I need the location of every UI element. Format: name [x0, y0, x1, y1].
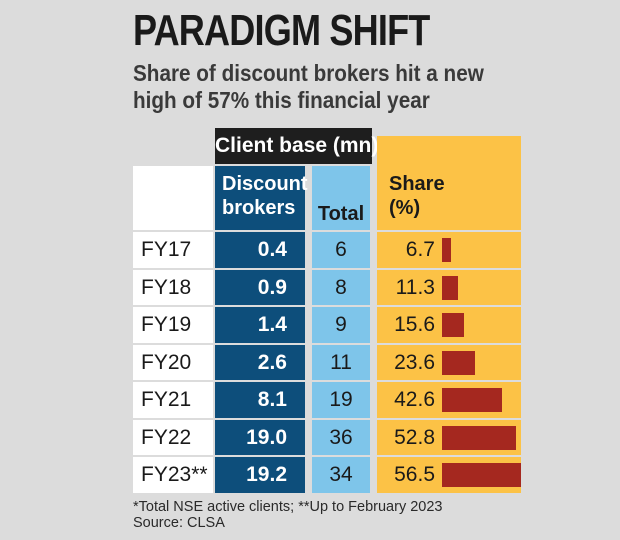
- total-value: 19: [329, 388, 353, 411]
- table-row: FY22 19.0 36 52.8: [133, 420, 521, 456]
- share-value: 11.3: [395, 275, 435, 299]
- total-value: 6: [335, 238, 347, 261]
- row-separator: [133, 230, 521, 232]
- header-line: brokers: [222, 197, 296, 219]
- share-bar: [442, 275, 458, 300]
- row-separator: [133, 380, 521, 382]
- footnotes: *Total NSE active clients; **Up to Febru…: [133, 499, 442, 531]
- discount-brokers-value: 19.2: [246, 463, 287, 486]
- discount-brokers-value: 8.1: [257, 388, 287, 411]
- table-row: FY20 2.6 11 23.6: [133, 345, 521, 381]
- chart-subtitle: Share of discount brokers hit a new high…: [133, 60, 484, 114]
- share-value: 23.6: [394, 350, 435, 374]
- header-line: Share: [389, 173, 445, 195]
- share-value: 15.6: [394, 313, 435, 336]
- discount-brokers-value: 2.6: [257, 350, 287, 374]
- row-separator: [133, 455, 521, 457]
- year-label: FY18: [141, 275, 192, 299]
- discount-brokers-value: 1.4: [257, 313, 287, 336]
- discount-brokers-header: Discount brokers: [215, 166, 308, 230]
- total-value: 8: [335, 275, 347, 299]
- table-row: FY21 8.1 19 42.6: [133, 382, 521, 418]
- subtitle-line: high of 57% this financial year: [133, 87, 430, 113]
- share-value: 52.8: [394, 425, 435, 449]
- year-label: FY22: [141, 425, 192, 449]
- discount-brokers-value: 0.9: [257, 275, 287, 299]
- share-value: 42.6: [394, 388, 435, 411]
- year-label: FY23**: [141, 463, 208, 486]
- share-value: 6.7: [405, 238, 435, 261]
- header-line: Discount: [222, 173, 308, 195]
- share-bar: [442, 350, 475, 375]
- client-base-header: Client base (mn)*: [215, 128, 387, 164]
- share-bar: [442, 463, 521, 487]
- row-separator: [133, 267, 521, 270]
- total-value: 34: [329, 463, 353, 486]
- total-value: 36: [329, 425, 353, 449]
- footnote: *Total NSE active clients; **Up to Febru…: [133, 499, 443, 515]
- discount-brokers-value: 19.0: [246, 425, 287, 449]
- row-separator: [133, 417, 521, 420]
- share-bar: [442, 313, 464, 337]
- year-label: FY17: [141, 238, 192, 261]
- source: Source: CLSA: [133, 515, 225, 531]
- total-value: 9: [335, 313, 347, 336]
- header-line: Total: [317, 203, 365, 225]
- table-row: FY23** 19.2 34 56.5: [133, 457, 521, 493]
- share-bar: [442, 238, 452, 262]
- share-value: 56.5: [394, 463, 435, 486]
- year-label: FY19: [141, 313, 192, 336]
- year-label: FY20: [141, 350, 192, 374]
- table-row: FY18 0.9 8 11.3: [133, 270, 521, 306]
- total-column: [312, 166, 370, 493]
- share-header: Share (%): [377, 166, 521, 230]
- total-value: 11: [330, 350, 352, 374]
- share-bar: [442, 388, 502, 412]
- row-separator: [133, 305, 521, 307]
- discount-brokers-value: 0.4: [257, 238, 287, 261]
- total-header: Total: [312, 166, 370, 230]
- subtitle-line: Share of discount brokers hit a new: [133, 60, 484, 86]
- chart-title: PARADIGM SHIFT: [133, 6, 430, 55]
- discount-column: [215, 166, 305, 493]
- table-row: FY17 0.4 6 6.7: [133, 232, 521, 268]
- row-separator: [133, 342, 521, 345]
- label-column: [133, 166, 213, 493]
- header-line: (%): [389, 197, 421, 219]
- share-bar: [442, 425, 516, 450]
- table-row: FY19 1.4 9 15.6: [133, 307, 521, 343]
- year-label: FY21: [141, 388, 192, 411]
